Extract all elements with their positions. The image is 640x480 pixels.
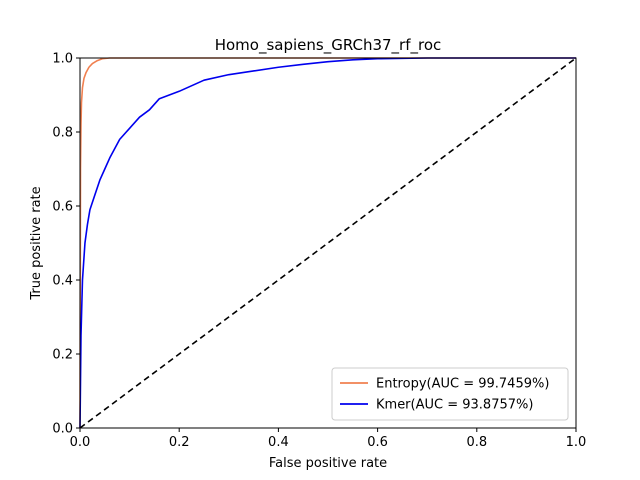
legend-box bbox=[331, 367, 569, 421]
y-tick-label: 0.0 bbox=[52, 422, 73, 437]
chart-title: Homo_sapiens_GRCh37_rf_roc bbox=[215, 36, 442, 55]
x-tick-label: 0.2 bbox=[169, 435, 190, 450]
legend-entry: Entropy(AUC = 99.7459%) bbox=[376, 377, 549, 392]
x-tick-label: 0.8 bbox=[466, 435, 487, 450]
legend-entry: Kmer(AUC = 93.8757%) bbox=[376, 398, 533, 413]
x-tick-label: 0.4 bbox=[268, 435, 289, 450]
y-axis-label: True positive rate bbox=[29, 186, 44, 300]
x-tick-label: 0.0 bbox=[70, 435, 91, 450]
plot-area bbox=[79, 57, 577, 429]
y-tick-label: 0.8 bbox=[52, 126, 73, 141]
y-tick-label: 1.0 bbox=[52, 52, 73, 67]
x-axis-label: False positive rate bbox=[269, 456, 387, 471]
legend: Entropy(AUC = 99.7459%) Kmer(AUC = 93.875… bbox=[331, 367, 569, 421]
y-tick-label: 0.4 bbox=[52, 274, 73, 289]
y-tick-label: 0.2 bbox=[52, 348, 73, 363]
x-tick-label: 0.6 bbox=[367, 435, 388, 450]
axis-ticks: 0.0 0.2 0.4 0.6 0.8 1.0 0.0 0.2 0.4 0.6 0.8 1.0 bbox=[52, 52, 586, 451]
x-tick-label: 1.0 bbox=[566, 435, 587, 450]
plot-frame bbox=[79, 57, 577, 429]
series-line-1 bbox=[79, 57, 576, 429]
y-tick-label: 0.6 bbox=[52, 200, 73, 215]
diagonal-reference-line bbox=[79, 57, 577, 429]
